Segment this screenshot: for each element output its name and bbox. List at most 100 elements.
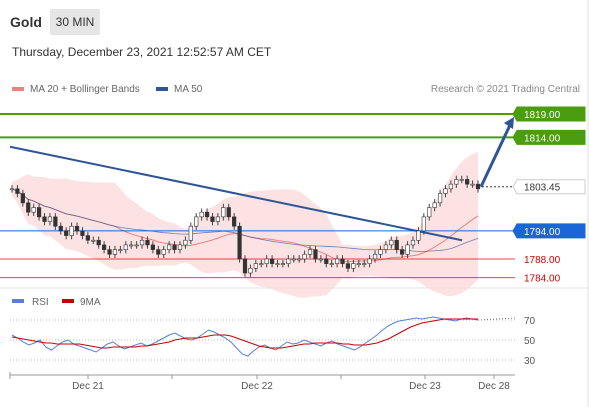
candle-body — [232, 216, 237, 227]
candle-body — [356, 263, 361, 265]
candle-body — [318, 258, 323, 261]
candle-body — [394, 239, 399, 250]
candle-body — [9, 188, 15, 191]
candle-body — [345, 263, 351, 269]
candle-body — [475, 183, 481, 190]
x-tick-label-dec-23: Dec 23 — [409, 381, 441, 392]
candle-body — [253, 263, 258, 269]
level-tag-1794.00 — [512, 223, 586, 239]
candle-body — [340, 258, 345, 264]
candle-body — [58, 225, 63, 232]
top-bar: Gold 30 MIN — [0, 0, 589, 40]
legend-label-ma20: MA 20 + Bollinger Bands — [30, 84, 140, 95]
candle-body — [400, 249, 405, 255]
candle-body — [145, 239, 150, 246]
candle-body — [53, 216, 58, 227]
candle-body — [416, 230, 421, 241]
forecast-arrow — [479, 124, 512, 188]
candle-body — [74, 225, 80, 232]
candle-body — [237, 225, 242, 260]
level-label-1788.00: 1788.00 — [524, 255, 561, 266]
timeframe-button[interactable]: 30 MIN — [50, 9, 100, 35]
candle-body — [275, 263, 280, 265]
candle-body — [172, 244, 177, 250]
legend-label-ma50: MA 50 — [174, 84, 203, 95]
candle-body — [313, 249, 318, 260]
candle-body — [421, 216, 426, 232]
candle-body — [432, 202, 437, 208]
candle-body — [302, 253, 307, 260]
legend-item-ma20: MA 20 + Bollinger Bands — [12, 84, 140, 95]
candle-body — [107, 249, 112, 255]
candle-body — [64, 230, 69, 236]
candle-body — [389, 239, 394, 246]
candle-body — [102, 244, 107, 250]
candle-body — [80, 230, 85, 236]
candle-body — [15, 188, 20, 194]
rsi-series-9ma — [11, 318, 478, 349]
candle-body — [362, 263, 367, 265]
candle-body — [36, 207, 42, 218]
candle-body — [26, 202, 31, 213]
forecast-arrowhead — [504, 117, 514, 130]
level-label-1819.00: 1819.00 — [524, 110, 561, 121]
candle-body — [367, 258, 372, 264]
candle-body — [459, 179, 464, 181]
candle-body — [42, 216, 47, 222]
rsi-legend-label: RSI — [32, 297, 49, 308]
candle-body — [372, 253, 378, 260]
candle-body — [134, 244, 139, 247]
rsi-series-rsi — [11, 316, 479, 357]
candle-body — [129, 244, 134, 247]
candle-body — [286, 258, 291, 264]
candle-body — [47, 216, 53, 222]
copyright-text: Research © 2021 Trading Central — [430, 84, 580, 95]
candle-body — [437, 193, 443, 204]
candle-body — [139, 239, 145, 246]
candle-body — [167, 244, 172, 250]
level-tag-1814.00 — [512, 129, 586, 145]
legend-item-ma50: MA 50 — [156, 84, 202, 95]
candle-body — [448, 183, 454, 190]
x-tick-label-dec-22: Dec 22 — [241, 381, 273, 392]
candle-body — [112, 249, 118, 255]
instrument-title: Gold — [10, 14, 42, 30]
candle-body — [383, 244, 388, 250]
candle-body — [123, 244, 128, 250]
candle-body — [204, 211, 210, 218]
rsi-tick-30: 30 — [524, 356, 536, 367]
candle-body — [351, 263, 356, 269]
rsi-ma-legend-label: 9MA — [80, 297, 101, 308]
candle-body — [161, 249, 166, 255]
candle-body — [221, 207, 226, 218]
level-tag-1819.00 — [512, 106, 586, 122]
candle-body — [470, 183, 475, 186]
candle-body — [20, 193, 25, 204]
legend-swatch-ma50 — [156, 87, 168, 92]
candle-body — [324, 258, 329, 264]
legend-swatch-ma20 — [12, 87, 24, 92]
candle-body — [156, 249, 161, 255]
level-label-1784.00: 1784.00 — [524, 274, 561, 285]
candle-body — [188, 225, 193, 241]
candle-body — [280, 263, 286, 265]
candle-body — [291, 258, 296, 261]
candle-body — [215, 216, 221, 222]
candle-body — [226, 207, 231, 218]
candle-body — [297, 258, 302, 261]
candle-body — [329, 263, 334, 265]
level-label-1803.45: 1803.45 — [524, 183, 561, 194]
rsi-projection — [477, 317, 516, 321]
candle-body — [465, 179, 470, 185]
candle-body — [31, 207, 36, 213]
candle-body — [85, 235, 90, 241]
candle-body — [194, 216, 199, 227]
candle-body — [210, 216, 215, 222]
candle-body — [307, 249, 313, 255]
candle-body — [269, 258, 275, 264]
candle-body — [242, 258, 248, 274]
candle-body — [150, 244, 155, 250]
candle-body — [454, 179, 459, 185]
rsi-legend-swatch — [12, 299, 24, 303]
